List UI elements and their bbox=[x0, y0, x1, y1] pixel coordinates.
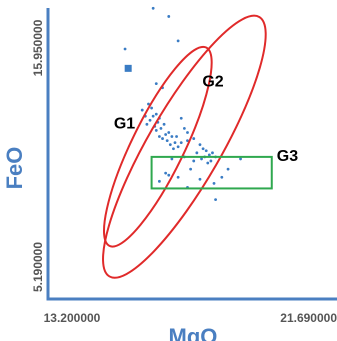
data-point bbox=[167, 131, 171, 134]
data-point bbox=[161, 137, 164, 140]
data-point bbox=[186, 139, 189, 143]
data-point bbox=[239, 157, 242, 161]
group-g1-label: G1 bbox=[114, 116, 135, 133]
group-g1-outline bbox=[102, 45, 213, 248]
data-point bbox=[220, 175, 224, 179]
data-point bbox=[192, 159, 196, 163]
y-tick-top: 15.950000 bbox=[31, 19, 45, 76]
square-data-point bbox=[124, 64, 132, 72]
data-point bbox=[140, 108, 144, 112]
data-point bbox=[186, 131, 189, 134]
data-point bbox=[204, 149, 208, 153]
data-point bbox=[168, 143, 172, 147]
data-point bbox=[162, 122, 166, 126]
data-point bbox=[157, 135, 161, 138]
data-point bbox=[170, 157, 174, 161]
data-point bbox=[154, 82, 158, 86]
data-point bbox=[157, 179, 161, 183]
axes-layer bbox=[46, 8, 337, 301]
data-point bbox=[179, 116, 183, 120]
data-point bbox=[164, 133, 168, 136]
data-point bbox=[176, 175, 180, 179]
y-axis-title: FeO bbox=[2, 147, 27, 190]
data-point bbox=[189, 167, 193, 171]
shapes-layer: G1 G2 G3 bbox=[102, 14, 298, 279]
group-g3-outline bbox=[150, 155, 273, 190]
data-point bbox=[165, 139, 169, 143]
data-point bbox=[172, 147, 175, 151]
data-point bbox=[195, 151, 199, 155]
data-point bbox=[207, 153, 211, 157]
data-point bbox=[173, 141, 177, 145]
data-point bbox=[167, 173, 171, 177]
data-point bbox=[176, 39, 180, 43]
x-axis-title: MgO bbox=[169, 324, 218, 341]
data-point bbox=[226, 167, 230, 171]
data-point bbox=[209, 159, 213, 163]
data-point bbox=[201, 147, 205, 151]
data-point bbox=[151, 114, 155, 118]
group-g3-label: G3 bbox=[277, 148, 298, 165]
data-point bbox=[154, 112, 158, 116]
data-point bbox=[211, 151, 214, 155]
group-g2-outline bbox=[102, 14, 267, 279]
data-point bbox=[145, 122, 149, 126]
data-point bbox=[176, 145, 180, 149]
data-point bbox=[212, 181, 216, 185]
data-point bbox=[159, 126, 163, 130]
data-point bbox=[179, 141, 183, 145]
data-point bbox=[147, 102, 150, 106]
data-point bbox=[167, 15, 171, 18]
x-tick-left: 13.200000 bbox=[44, 311, 101, 325]
group-g2-label: G2 bbox=[202, 74, 223, 91]
data-point bbox=[170, 135, 174, 138]
data-point bbox=[214, 198, 217, 202]
data-point bbox=[198, 177, 202, 181]
data-point bbox=[123, 47, 127, 51]
data-point bbox=[175, 135, 178, 138]
data-point bbox=[182, 126, 186, 130]
data-point bbox=[148, 118, 152, 122]
data-point bbox=[206, 161, 210, 165]
data-point bbox=[198, 143, 202, 147]
data-point bbox=[164, 171, 168, 175]
y-tick-bottom: 5.190000 bbox=[31, 242, 45, 292]
data-point bbox=[192, 137, 196, 140]
data-point bbox=[150, 106, 153, 110]
data-point bbox=[154, 129, 158, 132]
data-point bbox=[200, 157, 203, 161]
data-point bbox=[151, 6, 155, 10]
x-tick-right: 21.690000 bbox=[280, 311, 337, 325]
points-layer bbox=[123, 6, 242, 202]
